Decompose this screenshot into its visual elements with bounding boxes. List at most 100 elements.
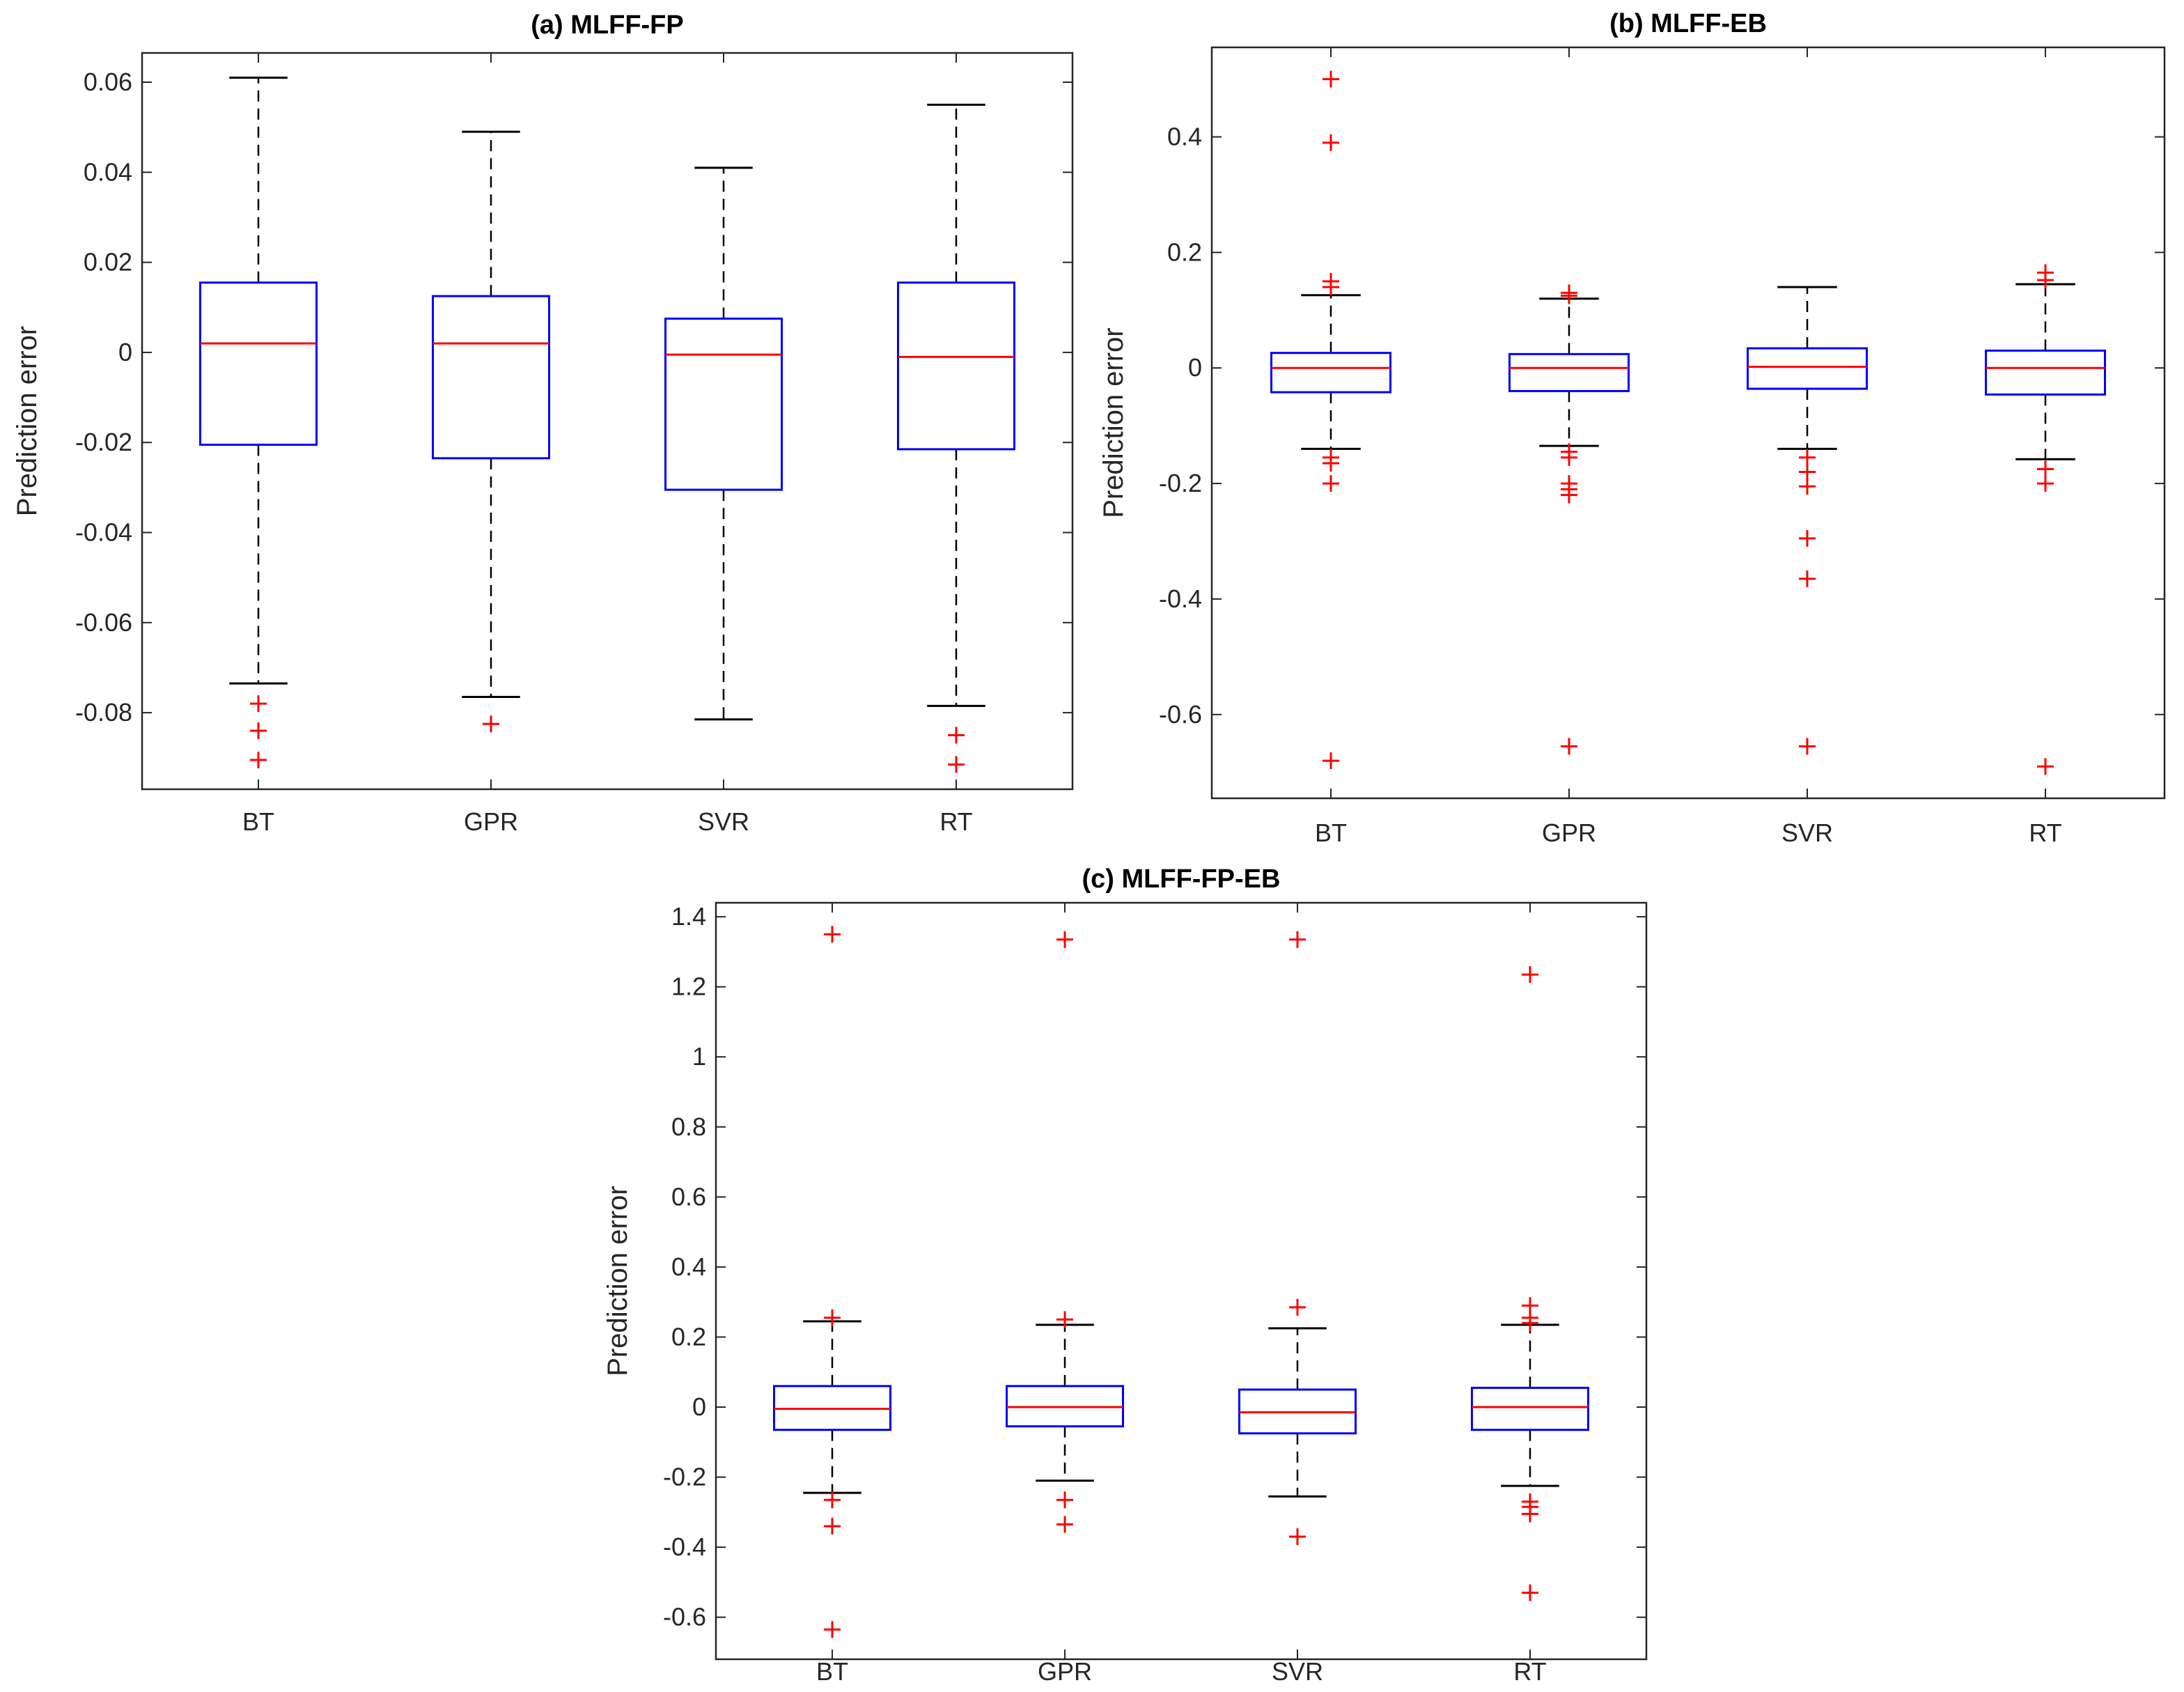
y-tick-label: 0.02 (84, 248, 132, 277)
outlier-marker (1561, 449, 1577, 466)
plot-frame (141, 52, 1074, 791)
outlier-marker (1799, 478, 1816, 495)
x-tick-label: GPR (1542, 818, 1596, 847)
chart-title: (c) MLFF-FP-EB (1082, 864, 1281, 894)
y-tick-label: -0.06 (75, 608, 132, 637)
y-tick-label: -0.4 (663, 1532, 706, 1561)
iqr-box (1985, 349, 2106, 396)
outlier-marker (1522, 1584, 1538, 1601)
outlier-marker (1056, 931, 1073, 948)
box-rt (1471, 966, 1589, 1601)
y-tick-label: -0.4 (1159, 584, 1202, 613)
outlier-marker (1522, 1314, 1538, 1332)
iqr-box (897, 281, 1015, 451)
y-axis-label: Prediction error (12, 326, 42, 516)
outlier-marker (1289, 1298, 1306, 1316)
outlier-marker (1289, 1528, 1306, 1546)
x-tick-label: SVR (698, 807, 749, 836)
outlier-marker (1323, 752, 1339, 770)
outlier-marker (824, 1517, 841, 1535)
outlier-marker (824, 926, 841, 943)
x-tick-label: RT (939, 807, 972, 836)
iqr-box (1508, 352, 1630, 392)
y-tick-label: 0 (118, 338, 132, 366)
iqr-box (1270, 352, 1391, 394)
y-tick-label: 0.4 (671, 1252, 706, 1281)
outlier-marker (1522, 966, 1538, 984)
box-bt (1270, 70, 1391, 770)
y-tick-label: -0.2 (663, 1463, 706, 1491)
y-tick-label: 0.2 (1167, 238, 1202, 266)
outlier-marker (1561, 486, 1577, 504)
y-tick-label: -0.6 (1159, 700, 1202, 729)
iqr-box (664, 317, 783, 491)
x-tick-label: BT (242, 807, 274, 836)
chart-title: (b) MLFF-EB (1609, 9, 1767, 38)
outlier-marker (1056, 1516, 1073, 1533)
outlier-marker (824, 1621, 841, 1638)
outlier-marker (2037, 758, 2054, 775)
y-tick-label: 0.2 (671, 1322, 706, 1351)
box-gpr (432, 130, 550, 733)
outlier-marker (1522, 1505, 1538, 1523)
y-tick-label: 0.6 (671, 1182, 706, 1211)
outlier-marker (948, 727, 965, 744)
y-tick-label: 1 (692, 1042, 706, 1071)
iqr-box (199, 281, 318, 446)
x-tick-label: GPR (1038, 1657, 1092, 1686)
outlier-marker (483, 715, 499, 733)
y-tick-label: 0 (1188, 353, 1202, 382)
y-tick-label: 0.04 (84, 157, 132, 186)
outlier-marker (1323, 455, 1339, 472)
box-rt (897, 103, 1015, 773)
box-bt (773, 926, 891, 1638)
panel-c: (c) MLFF-FP-EB Prediction error -0.6 -0.4 -0… (602, 864, 1648, 1686)
box-svr (1238, 931, 1357, 1546)
outlier-marker (948, 756, 965, 773)
outlier-marker (824, 1309, 841, 1326)
outlier-marker (1323, 475, 1339, 492)
plot-frame (715, 901, 1648, 1661)
x-tick-label: GPR (464, 807, 518, 836)
x-tick-label: BT (816, 1657, 848, 1686)
plot-frame (1210, 46, 2166, 800)
iqr-box (1471, 1386, 1589, 1431)
iqr-box (1747, 347, 1868, 390)
outlier-marker (824, 1491, 841, 1509)
x-tick-label: BT (1315, 818, 1347, 847)
outlier-marker (1799, 570, 1816, 587)
y-tick-label: -0.6 (663, 1603, 706, 1631)
outlier-marker (1289, 931, 1306, 948)
y-tick-label: 0.06 (84, 68, 132, 96)
box-svr (1747, 286, 1868, 755)
box-gpr (1006, 931, 1124, 1533)
box-svr (664, 166, 783, 721)
y-tick-label: -0.02 (75, 428, 132, 456)
x-tick-label: SVR (1272, 1657, 1323, 1686)
outlier-marker (1056, 1311, 1073, 1328)
x-tick-label: RT (1513, 1657, 1546, 1686)
y-tick-label: 1.4 (671, 902, 706, 931)
y-axis-label: Prediction error (602, 1186, 633, 1376)
panel-a: (a) MLFF-FP Prediction error -0.08 -0.06 -0.… (12, 10, 1074, 836)
x-tick-label: SVR (1781, 818, 1833, 847)
outlier-marker (250, 722, 267, 739)
outlier-marker (1323, 279, 1339, 296)
outlier-marker (2037, 475, 2054, 492)
x-tick-label: RT (2029, 818, 2061, 847)
chart-title: (a) MLFF-FP (531, 10, 684, 40)
outlier-marker (250, 751, 267, 768)
y-tick-label: 0.4 (1167, 123, 1202, 151)
outlier-marker (1799, 738, 1816, 755)
outlier-marker (1323, 134, 1339, 151)
outlier-marker (1799, 463, 1816, 481)
outlier-marker (1799, 449, 1816, 466)
outlier-marker (1799, 529, 1816, 547)
panel-b: (b) MLFF-EB Prediction error -0.6 -0.4 -0.2 0… (1098, 9, 2166, 847)
y-tick-label: 0 (692, 1392, 706, 1421)
y-tick-label: -0.04 (75, 518, 132, 547)
outlier-marker (2037, 272, 2054, 289)
box-rt (1985, 264, 2106, 775)
outlier-marker (1561, 287, 1577, 304)
